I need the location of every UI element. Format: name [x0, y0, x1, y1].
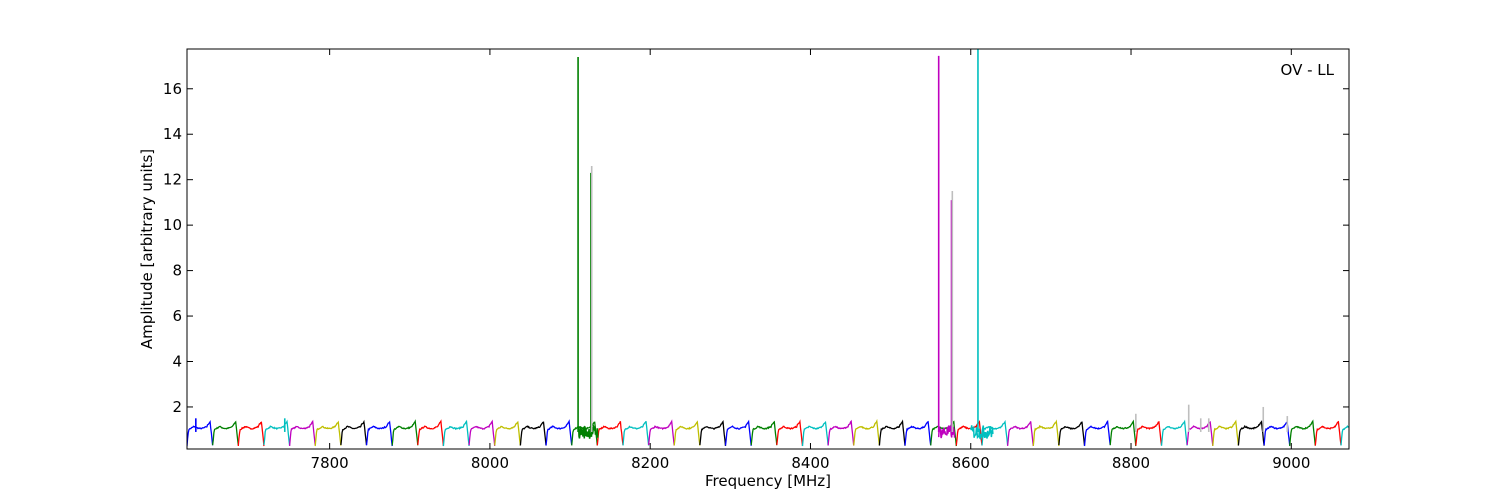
channel-line: [1160, 419, 1188, 446]
channel-line: [1289, 419, 1316, 447]
channel-line: [750, 420, 778, 446]
channel-line: [622, 420, 650, 446]
channel-line: [1340, 425, 1349, 446]
x-tick-label: 8600: [952, 454, 990, 472]
y-tick-label: 12: [163, 171, 182, 189]
channel-line: [853, 418, 881, 446]
channel-line: [724, 419, 752, 446]
channel-line: [1263, 421, 1291, 446]
channel-line: [699, 420, 727, 446]
series-group: [187, 49, 1349, 447]
channel-line: [494, 420, 522, 446]
channel-line: [340, 419, 368, 446]
channel-line: [1314, 420, 1342, 446]
channel-line: [878, 419, 906, 446]
y-axis-label: Amplitude [arbitrary units]: [138, 149, 156, 349]
channel-line: [801, 420, 829, 447]
channel-line: [1032, 419, 1060, 447]
channel-line: [442, 419, 470, 447]
plot-area: [187, 49, 1349, 447]
y-tick-label: 14: [163, 125, 182, 143]
channel-line: [1006, 421, 1034, 447]
series-annotation: OV - LL: [1281, 61, 1335, 79]
y-tick-label: 2: [172, 398, 182, 416]
channel-line: [596, 421, 624, 446]
channel-line: [365, 420, 393, 447]
channel-line: [187, 419, 214, 447]
channel-line: [904, 420, 932, 446]
x-tick-label: 8400: [791, 454, 829, 472]
channel-line: [1083, 419, 1111, 447]
rfi-noise-line: [577, 423, 599, 439]
channel-line: [776, 419, 804, 446]
rfi-noise-line: [969, 425, 994, 441]
channel-line: [263, 419, 291, 446]
channel-line: [211, 420, 239, 446]
channel-line: [519, 421, 547, 446]
y-tick-label: 16: [163, 80, 182, 98]
rfi-noise-line: [937, 425, 956, 439]
y-tick-label: 4: [172, 353, 182, 371]
x-tick-label: 8200: [631, 454, 669, 472]
x-tick-label: 7800: [311, 454, 349, 472]
channel-line: [827, 419, 855, 446]
channel-line: [1109, 419, 1137, 447]
channel-line: [1212, 419, 1240, 447]
channel-line: [391, 419, 419, 446]
channel-line: [237, 421, 265, 447]
axes: 7800 8000 8200 8400 8600 8800 9000 2 4 6 8 10 12 14 16: [163, 49, 1349, 472]
y-tick-label: 6: [172, 307, 182, 325]
channel-line: [545, 419, 573, 446]
channel-line: [314, 420, 342, 447]
channel-line: [468, 419, 496, 446]
channel-line: [1135, 421, 1163, 446]
channel-line: [673, 420, 701, 446]
x-axis-label: Frequency [MHz]: [705, 472, 831, 490]
plot-frame: [186, 48, 1350, 450]
x-tick-label: 8000: [471, 454, 509, 472]
channel-line: [288, 419, 316, 446]
channel-line: [1058, 421, 1086, 446]
channel-line: [981, 419, 1009, 446]
y-tick-label: 10: [163, 216, 182, 234]
y-tick-label: 8: [172, 262, 182, 280]
channel-line: [647, 419, 675, 446]
channel-line: [1237, 420, 1265, 446]
channel-line: [417, 419, 445, 447]
x-tick-label: 9000: [1272, 454, 1310, 472]
x-tick-label: 8800: [1112, 454, 1150, 472]
